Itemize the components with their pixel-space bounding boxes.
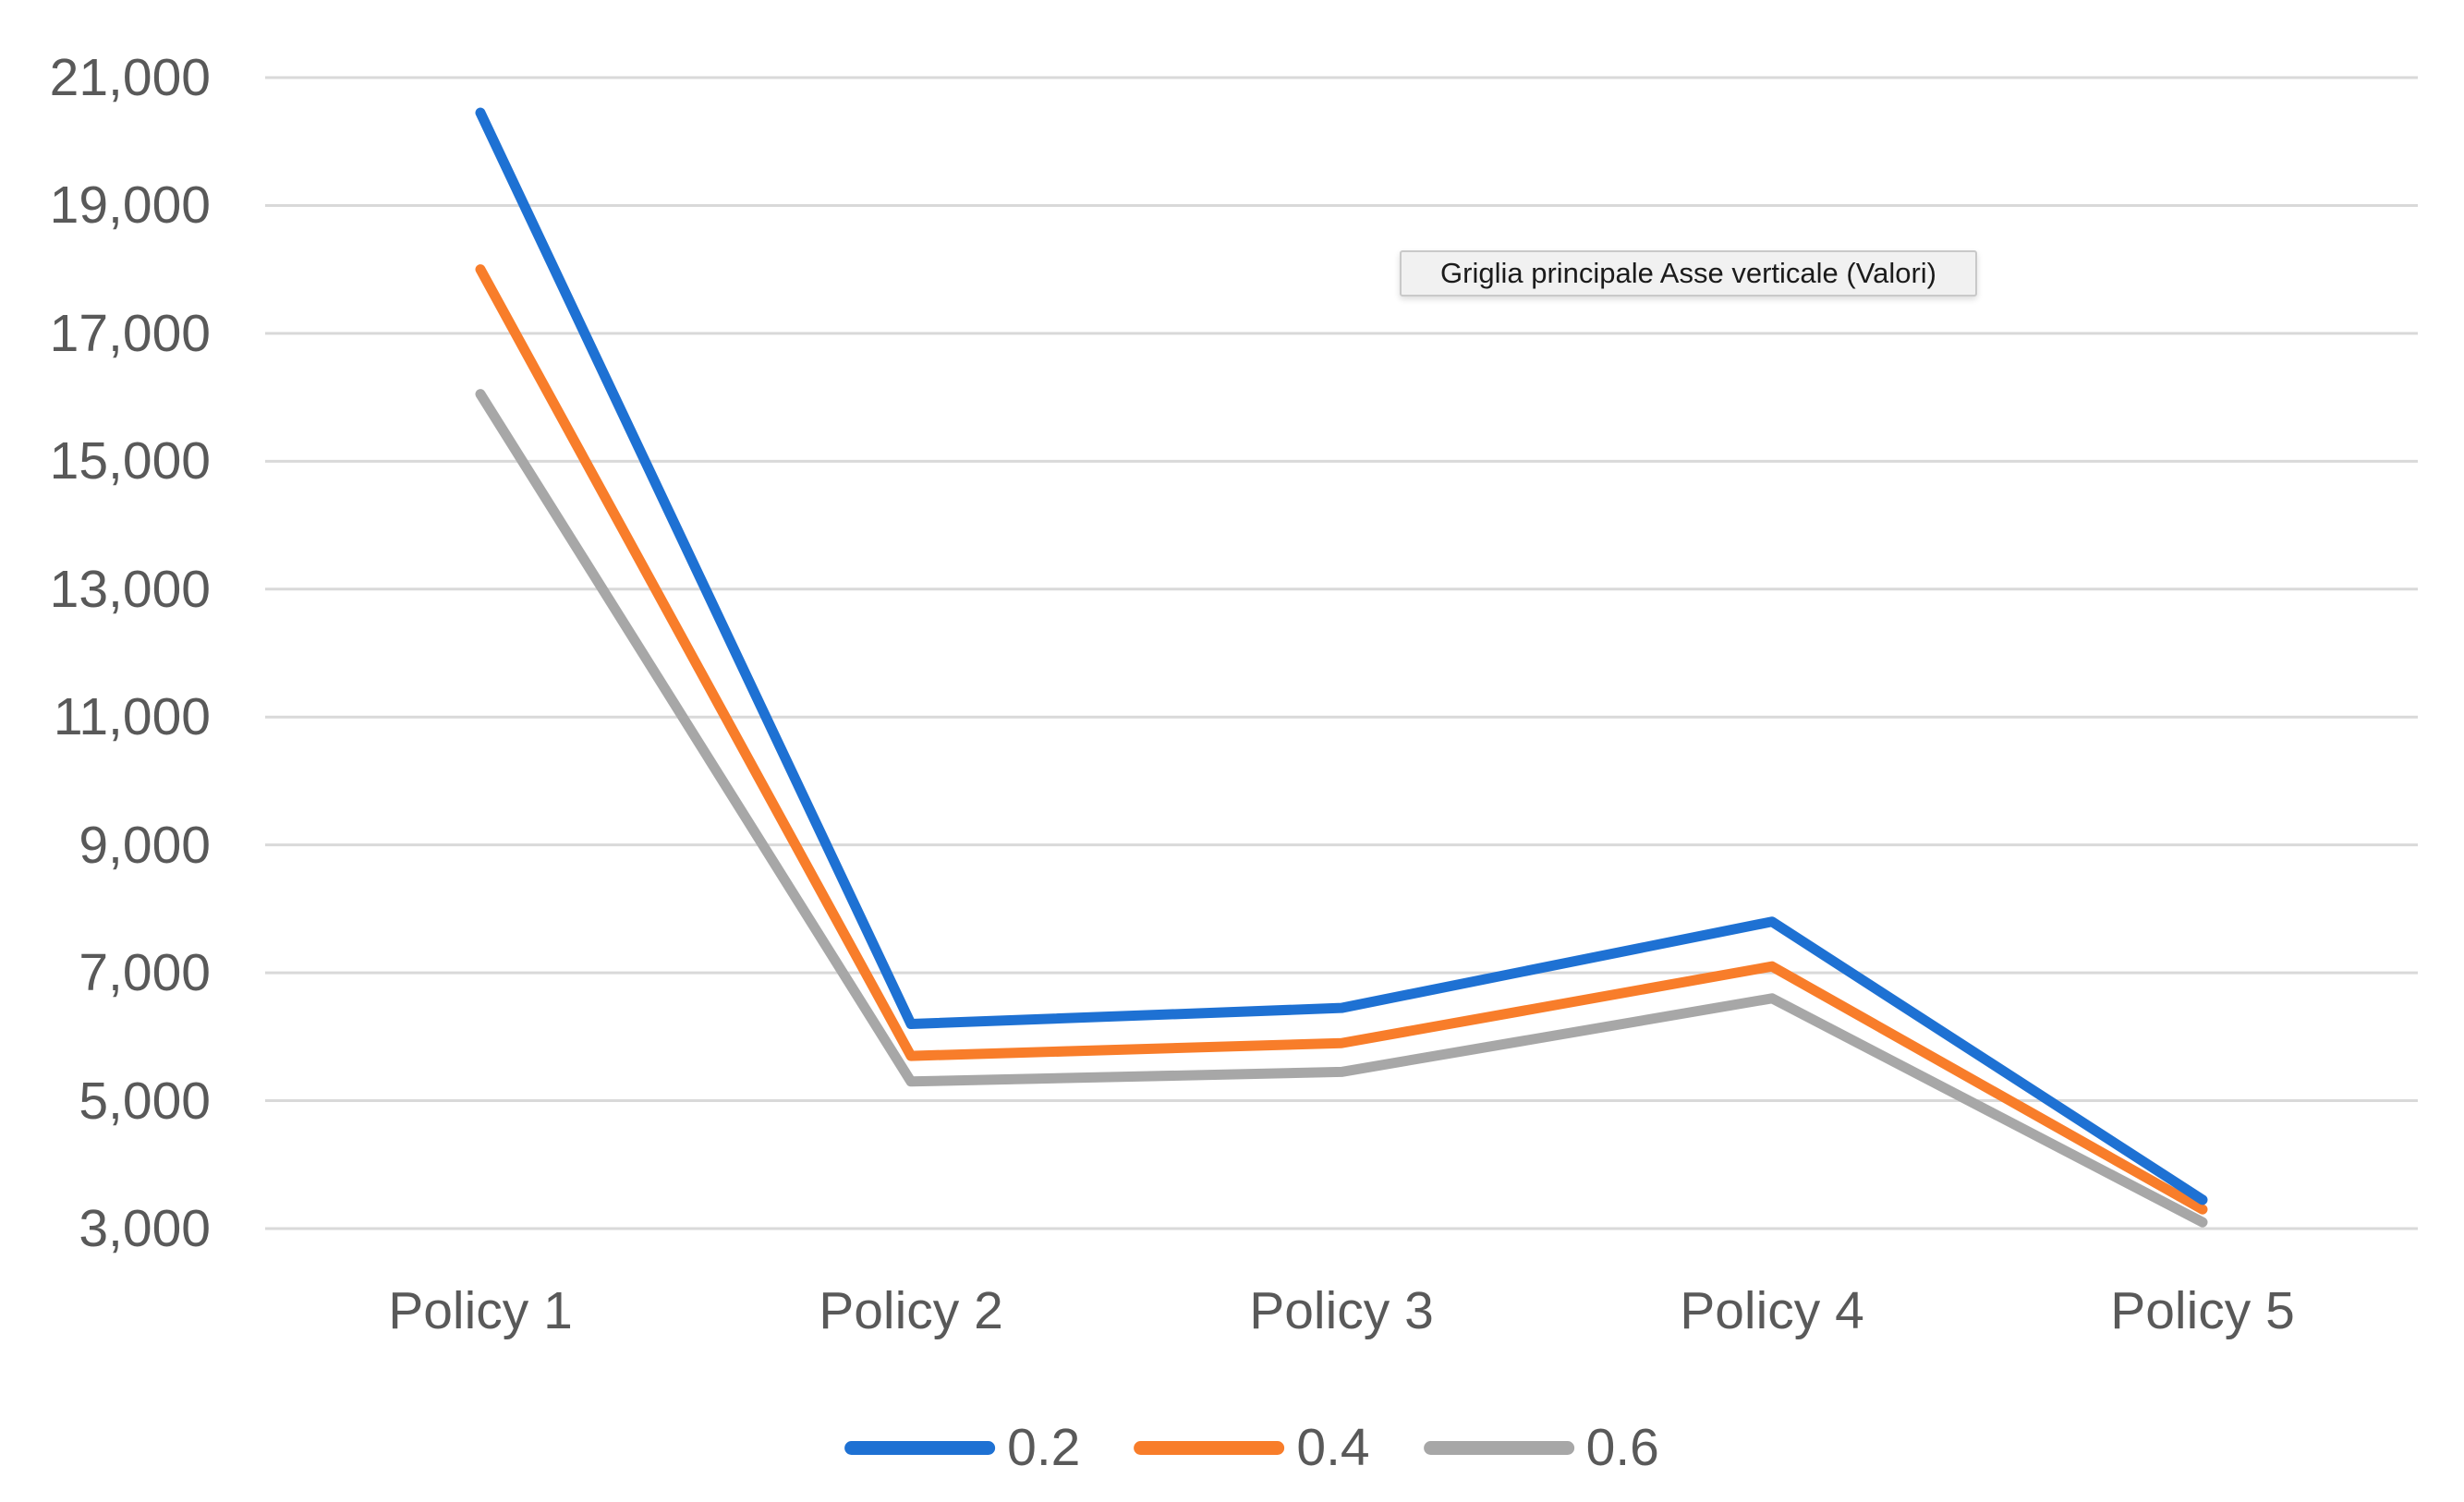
legend-swatch-icon — [844, 1440, 996, 1455]
series-line-0.4[interactable] — [475, 264, 2208, 1215]
y-tick-label: 17,000 — [49, 303, 211, 363]
legend-swatch-icon — [1134, 1440, 1285, 1455]
legend-item-0.2[interactable]: 0.2 — [844, 1419, 1080, 1476]
x-tick-label: Policy 4 — [1680, 1281, 1864, 1340]
series-line-0.2[interactable] — [475, 107, 2208, 1205]
chart-legend: 0.2 0.4 0.6 — [844, 1419, 1659, 1476]
legend-swatch-icon — [1423, 1440, 1574, 1455]
x-tick-label: Policy 3 — [1249, 1281, 1434, 1340]
y-tick-label: 5,000 — [79, 1071, 211, 1131]
x-tick-label: Policy 2 — [819, 1281, 1003, 1340]
series-line-0.6[interactable] — [475, 389, 2208, 1228]
y-tick-label: 15,000 — [49, 431, 211, 491]
gridline-tooltip: Griglia principale Asse verticale (Valor… — [1400, 250, 1977, 297]
legend-label: 0.6 — [1585, 1418, 1659, 1477]
legend-item-0.4[interactable]: 0.4 — [1134, 1418, 1370, 1477]
y-tick-label: 21,000 — [49, 48, 211, 107]
legend-item-0.6[interactable]: 0.6 — [1423, 1418, 1659, 1477]
y-tick-label: 13,000 — [49, 559, 211, 619]
legend-label: 0.2 — [1007, 1418, 1081, 1477]
y-tick-label: 7,000 — [79, 943, 211, 1003]
y-tick-label: 3,000 — [79, 1199, 211, 1258]
x-tick-label: Policy 5 — [2110, 1281, 2295, 1340]
x-tick-label: Policy 1 — [388, 1281, 573, 1340]
y-tick-label: 11,000 — [53, 687, 211, 747]
y-tick-label: 9,000 — [79, 815, 211, 875]
gridline-tooltip-text: Griglia principale Asse verticale (Valor… — [1440, 257, 1936, 289]
y-tick-label: 19,000 — [49, 176, 211, 236]
legend-label: 0.4 — [1296, 1418, 1370, 1477]
